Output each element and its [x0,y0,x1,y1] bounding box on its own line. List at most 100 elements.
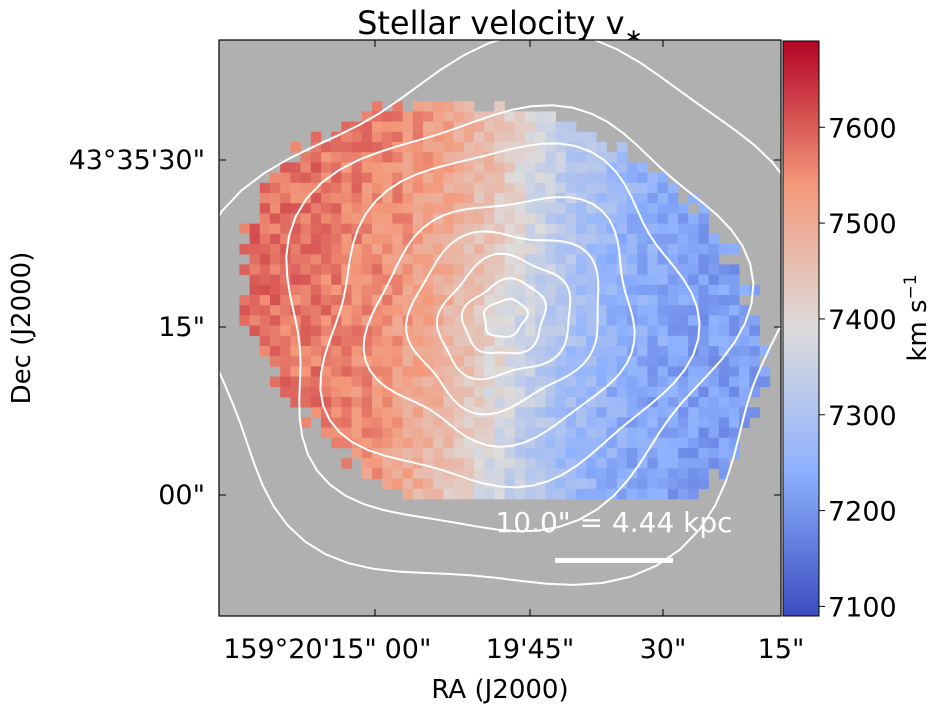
velocity-pixel [423,233,434,245]
velocity-pixel [565,356,577,367]
velocity-pixel [576,468,587,479]
velocity-pixel [494,101,505,112]
colorbar-tick-label: 7100 [828,592,897,623]
velocity-pixel [484,315,495,326]
velocity-pixel [586,305,597,316]
velocity-pixel [341,213,352,224]
velocity-pixel [361,264,373,275]
velocity-pixel [718,335,730,347]
velocity-pixel [402,131,414,143]
velocity-pixel [331,366,342,377]
velocity-pixel [718,274,730,286]
velocity-pixel [718,346,730,357]
velocity-pixel [280,264,291,275]
velocity-pixel [290,203,301,214]
velocity-pixel [525,244,536,255]
velocity-pixel [423,274,434,286]
velocity-pixel [749,386,760,398]
velocity-pixel [443,121,454,133]
velocity-pixel [310,142,322,153]
velocity-pixel [525,162,536,173]
velocity-pixel [688,427,699,439]
velocity-pixel [616,458,628,469]
velocity-pixel [647,305,658,316]
velocity-pixel [678,407,689,418]
flux-contour [285,104,755,533]
velocity-pixel [616,488,628,500]
velocity-pixel [667,223,679,235]
velocity-pixel [321,366,332,377]
velocity-pixel [494,325,505,337]
velocity-pixel [310,152,322,163]
velocity-pixel [667,458,679,469]
velocity-pixel [341,376,352,388]
velocity-pixel [739,346,750,357]
velocity-pixel [504,427,516,439]
velocity-pixel [270,213,281,224]
velocity-pixel [504,182,516,194]
velocity-pixel [341,162,352,173]
velocity-pixel [453,335,465,347]
velocity-pixel [637,295,648,306]
velocity-pixel [667,264,679,275]
velocity-pixel [555,356,567,367]
velocity-pixel [433,203,444,214]
velocity-pixel [637,488,648,500]
velocity-pixel [708,315,720,326]
velocity-pixel [382,233,393,245]
velocity-pixel [412,376,424,388]
velocity-pixel [341,244,352,255]
velocity-pixel [280,193,291,204]
velocity-pixel [698,264,709,275]
velocity-pixel [514,386,526,398]
velocity-pixel [290,284,301,296]
velocity-pixel [606,152,618,163]
velocity-pixel [372,121,383,133]
velocity-pixel [453,223,465,235]
velocity-pixel [402,254,414,265]
velocity-pixel [372,162,383,173]
velocity-pixel [555,386,567,398]
velocity-pixel [331,182,342,194]
velocity-pixel [678,335,689,347]
velocity-pixel [412,131,424,143]
velocity-pixel [474,386,485,398]
velocity-pixel [525,448,536,459]
velocity-pixel [657,478,669,490]
velocity-pixel [280,182,291,194]
velocity-pixel [402,274,414,286]
velocity-pixel [321,223,332,235]
velocity-pixel [586,397,597,408]
velocity-pixel [606,244,618,255]
velocity-pixel [667,468,679,479]
velocity-pixel [382,478,393,490]
velocity-pixel [321,325,332,337]
velocity-pixel [372,325,383,337]
velocity-pixel [443,264,454,275]
velocity-pixel [423,448,434,459]
velocity-pixel [372,458,383,469]
velocity-pixel [596,335,607,347]
velocity-pixel [474,172,485,184]
velocity-pixel [341,397,352,408]
velocity-pixel [667,478,679,490]
velocity-pixel [637,397,648,408]
velocity-pixel [423,284,434,296]
velocity-pixel [586,315,597,326]
velocity-pixel [351,305,363,316]
flux-contour [405,230,600,416]
velocity-pixel [443,437,454,449]
velocity-pixel [678,386,689,398]
velocity-pixel [433,315,444,326]
velocity-pixel [545,448,556,459]
velocity-pixel [647,468,658,479]
map-panel [218,39,782,617]
velocity-pixel [259,223,271,235]
velocity-pixel [382,223,393,235]
velocity-pixel [443,162,454,173]
velocity-pixel [290,366,301,377]
velocity-pixel [453,356,465,367]
velocity-pixel [698,203,709,214]
velocity-pixel [688,264,699,275]
